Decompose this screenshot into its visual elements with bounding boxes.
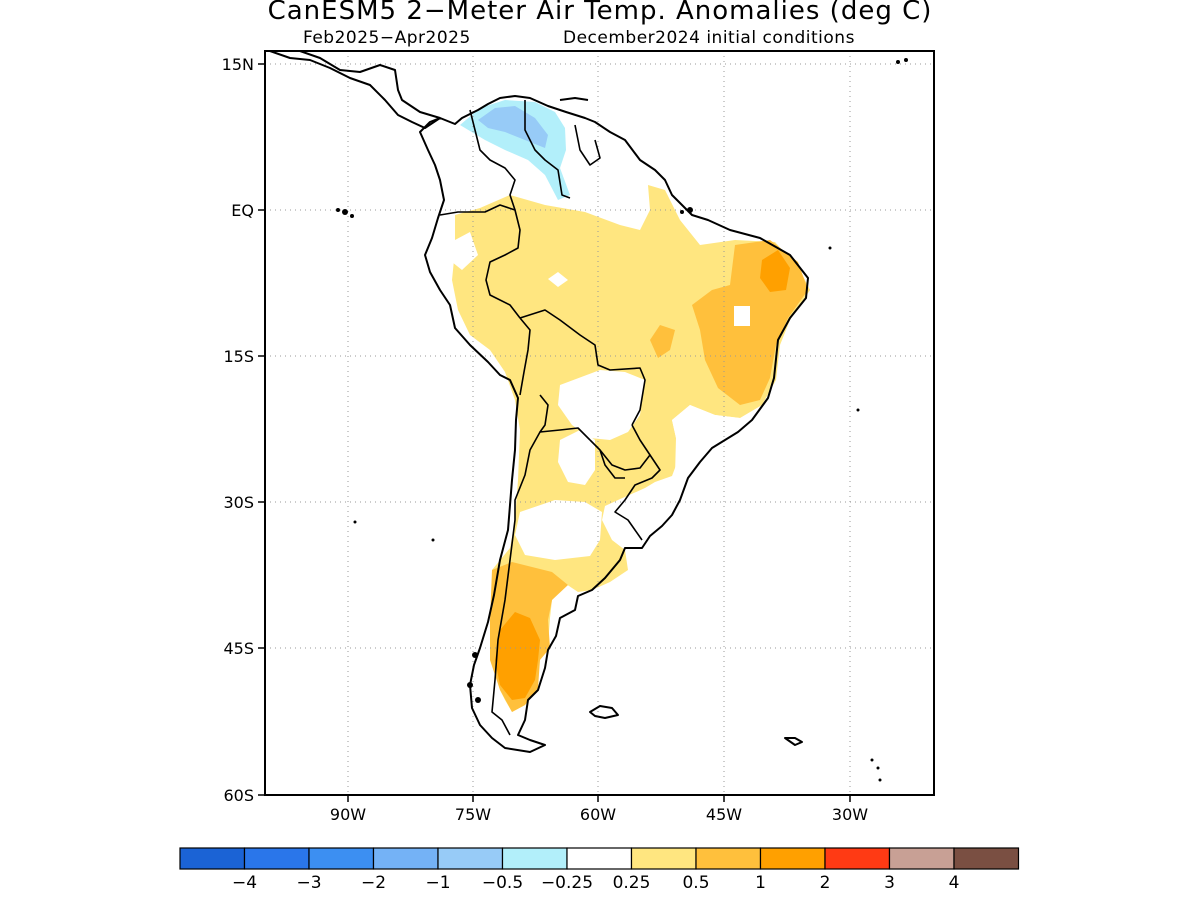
lon-label: 45W [706,805,742,824]
neutral-hole-pampas [515,500,602,560]
colorbar-label: 0.5 [682,873,709,893]
colorbar-label: 1 [755,873,766,893]
anomaly-shading [452,100,810,712]
colorbar-swatch [824,847,891,870]
longitude-labels: 90W 75W 60W 45W 30W [330,805,868,824]
colorbar-swatch [437,847,504,870]
lat-label: EQ [231,201,254,220]
forecast-period: Feb2025−Apr2025 [303,28,471,48]
axis-ticks [258,63,851,802]
lat-label: 30S [223,493,254,512]
lat-label: 15S [223,347,254,366]
colorbar-swatch [179,847,246,870]
central-america-coast [269,51,441,129]
warm-anomaly-central-brazil [650,325,675,358]
falkland-islands [589,705,619,719]
lon-label: 90W [330,805,366,824]
colorbar-swatch [501,847,568,870]
neutral-hole-paraguay [558,370,645,440]
caribbean-island [559,97,589,101]
coastlines [269,51,809,753]
neutral-hole-chaco [558,430,595,485]
lon-label: 60W [580,805,616,824]
colorbar-swatch [953,847,1020,870]
colorbar-swatch [566,847,633,870]
initial-conditions: December2024 initial conditions [563,28,855,48]
scattered-islands [336,58,908,782]
colorbar-swatch [372,847,439,870]
colorbar-label: −0.5 [482,873,523,893]
colorbar-label: 2 [820,873,831,893]
neutral-hole-ne-brazil [734,306,750,326]
lat-label: 60S [223,786,254,805]
colorbar-swatch [308,847,375,870]
neutral-hole-amazon [548,272,568,287]
colorbar-label: 0.25 [613,873,651,893]
chart-title: CanESM5 2−Meter Air Temp. Anomalies (deg… [267,0,933,26]
lon-label: 30W [832,805,868,824]
lat-label: 15N [222,55,254,74]
central-america-north-coast [299,51,441,119]
latitude-labels: 15N EQ 15S 30S 45S 60S [222,55,254,805]
colorbar-label: 4 [949,873,960,893]
colorbar-label: −3 [296,873,321,893]
colorbar-label: −0.25 [541,873,593,893]
peak-anomaly-patagonia [495,612,540,700]
south-america-coast [419,95,809,753]
colorbar-label: −4 [232,873,257,893]
colorbar-labels: −4 −3 −2 −1 −0.5 −0.25 0.25 0.5 1 2 3 4 [232,873,959,893]
cool-anomaly-inner [478,106,548,148]
colorbar-label: 3 [884,873,895,893]
colorbar-swatch [888,847,955,870]
colorbar-label: −2 [361,873,386,893]
colorbar-label: −1 [425,873,450,893]
plot-frame [264,50,935,796]
lon-label: 75W [455,805,491,824]
south-georgia [784,737,803,746]
country-borders [439,100,661,736]
colorbar [179,847,1020,870]
neutral-hole-peru [452,232,478,270]
colorbar-swatch [759,847,826,870]
colorbar-swatch [243,847,310,870]
lat-label: 45S [223,639,254,658]
peak-anomaly-ne-brazil [760,250,790,292]
neutral-hole-southeast [672,405,740,478]
colorbar-swatch [630,847,697,870]
colorbar-swatch [695,847,762,870]
